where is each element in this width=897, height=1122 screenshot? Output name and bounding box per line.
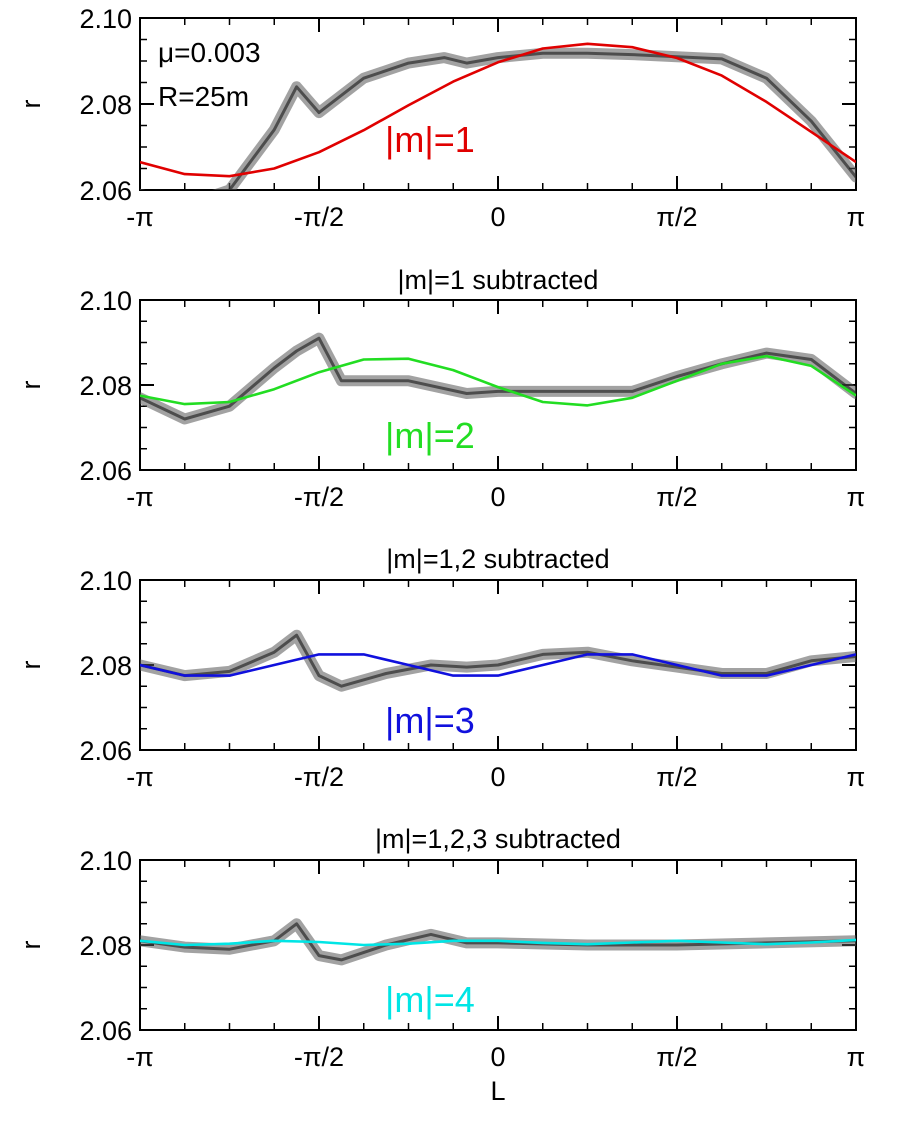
mode-fit-line [140, 354, 856, 407]
x-tick-label: π/2 [656, 762, 697, 792]
mode-label-m1: |m|=1 [385, 119, 475, 160]
y-axis-label: r [16, 941, 46, 950]
mode-label-m3: |m|=3 [385, 700, 475, 741]
axis-ticks [139, 299, 857, 471]
mode-fit-line [140, 938, 856, 947]
mode-fit-line [140, 42, 856, 178]
mode-label-m2: |m|=2 [385, 415, 475, 456]
radius-annotation: R=25m [158, 81, 249, 112]
panel-m3: -π -π/2 0 π/2 π 2.06 2.08 2.10 r |m|=3 [16, 566, 865, 792]
x-tick-label: -π/2 [294, 762, 344, 792]
x-tick-label: 0 [490, 762, 505, 792]
x-tick-label: π/2 [656, 482, 697, 512]
mode-label-m4: |m|=4 [385, 979, 475, 1020]
y-tick-label: 2.06 [79, 456, 132, 486]
panel-m2: -π -π/2 0 π/2 π 2.06 2.08 2.10 r |m|=2 [16, 286, 865, 512]
x-tick-label: π [847, 1042, 866, 1072]
x-tick-label: π [847, 482, 866, 512]
panel-title: |m|=1,2 subtracted [386, 544, 609, 574]
y-tick-label: 2.06 [79, 736, 132, 766]
x-tick-label: -π/2 [294, 482, 344, 512]
panel-title: |m|=1 subtracted [398, 265, 599, 295]
y-tick-label: 2.10 [79, 286, 132, 316]
data-scatter-core [224, 51, 856, 190]
x-tick-label: π [847, 762, 866, 792]
y-tick-label: 2.06 [79, 176, 132, 206]
y-tick-label: 2.08 [79, 651, 132, 681]
panel-m1: -π -π/2 0 π/2 π2.062.082.10 r μ=0.003 R=25m … [16, 4, 865, 232]
x-tick-label: -π [126, 482, 154, 512]
series-layer [140, 42, 856, 190]
y-axis-label: r [16, 100, 46, 109]
x-tick-label: 0 [490, 482, 505, 512]
series-layer [140, 332, 856, 425]
x-tick-label: -π [126, 762, 154, 792]
y-tick-label: 2.08 [79, 371, 132, 401]
axis-ticks [139, 579, 857, 751]
y-axis-label: r [16, 381, 46, 390]
y-tick-label: 2.10 [79, 4, 132, 34]
mu-annotation: μ=0.003 [158, 37, 261, 68]
x-tick-label: -π/2 [294, 1042, 344, 1072]
x-tick-label: -π/2 [294, 202, 344, 232]
axis-tick-labels: -π -π/2 0 π/2 π 2.06 2.08 2.10 [79, 4, 865, 232]
panel-m4: -π -π/2 0 π/2 π 2.06 2.08 2.10 r |m|=4 [16, 846, 865, 1072]
x-tick-label: 0 [490, 1042, 505, 1072]
x-tick-label: π/2 [656, 202, 697, 232]
y-tick-label: 2.08 [79, 90, 132, 120]
y-tick-label: 2.06 [79, 1016, 132, 1046]
x-tick-label: π [847, 202, 866, 232]
y-tick-label: 2.08 [79, 931, 132, 961]
y-axis-label: r [16, 661, 46, 670]
x-tick-label: -π [126, 202, 154, 232]
data-scatter-core [140, 336, 856, 421]
x-tick-label: -π [126, 1042, 154, 1072]
axis-tick-labels: -π -π/2 0 π/2 π 2.06 2.08 2.10 [79, 286, 865, 512]
y-tick-label: 2.10 [79, 846, 132, 876]
mode-fit-line [140, 653, 856, 677]
axis-tick-labels: -π -π/2 0 π/2 π 2.06 2.08 2.10 [79, 846, 865, 1072]
series-layer [140, 629, 856, 692]
data-scatter-core [140, 633, 856, 688]
y-tick-label: 2.10 [79, 566, 132, 596]
x-tick-label: 0 [490, 202, 505, 232]
data-scatter-band [140, 629, 856, 692]
data-scatter-band [140, 332, 856, 425]
axis-tick-labels: -π -π/2 0 π/2 π 2.06 2.08 2.10 [79, 566, 865, 792]
series-layer [140, 918, 856, 966]
panel-title: |m|=1,2,3 subtracted [375, 824, 621, 854]
x-axis-label: L [490, 1076, 505, 1106]
x-tick-label: π/2 [656, 1042, 697, 1072]
